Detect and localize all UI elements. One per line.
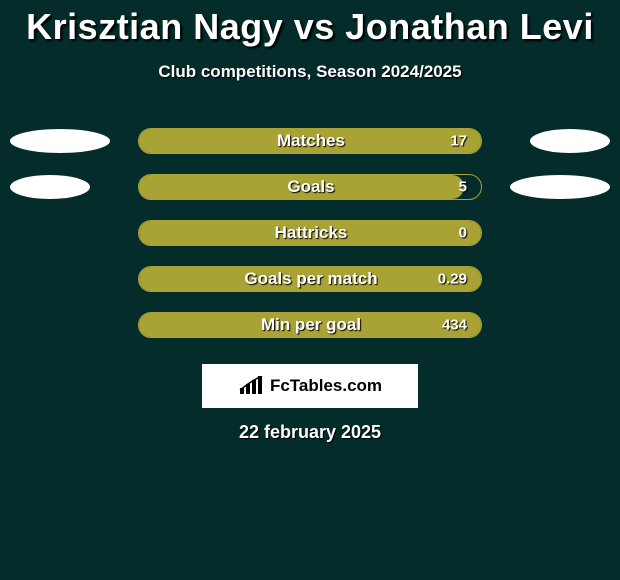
stat-row: Hattricks0 <box>0 210 620 256</box>
stat-label: Goals per match <box>139 269 483 289</box>
stat-row: Min per goal434 <box>0 302 620 348</box>
stat-row: Goals5 <box>0 164 620 210</box>
comparison-chart: Matches17 Goals5 Hattricks0 Goals per match… <box>0 118 620 348</box>
logo-text: FcTables.com <box>270 376 382 396</box>
page-title: Krisztian Nagy vs Jonathan Levi <box>0 0 620 48</box>
stat-bar: Goals5 <box>138 174 482 200</box>
stat-value: 17 <box>450 133 467 150</box>
stat-value: 5 <box>459 179 467 196</box>
left-ellipse <box>10 175 90 199</box>
bar-chart-icon <box>238 376 266 396</box>
subtitle: Club competitions, Season 2024/2025 <box>0 62 620 82</box>
page: Krisztian Nagy vs Jonathan Levi Club com… <box>0 0 620 580</box>
stat-row: Matches17 <box>0 118 620 164</box>
stat-row: Goals per match0.29 <box>0 256 620 302</box>
stat-label: Hattricks <box>139 223 483 243</box>
left-ellipse <box>10 129 110 153</box>
logo-box: FcTables.com <box>202 364 418 408</box>
date-text: 22 february 2025 <box>0 422 620 443</box>
stat-value: 0.29 <box>438 271 467 288</box>
stat-bar: Goals per match0.29 <box>138 266 482 292</box>
stat-value: 0 <box>459 225 467 242</box>
stat-label: Min per goal <box>139 315 483 335</box>
stat-label: Goals <box>139 177 483 197</box>
right-ellipse <box>510 175 610 199</box>
right-ellipse <box>530 129 610 153</box>
logo: FcTables.com <box>238 376 382 396</box>
stat-bar: Matches17 <box>138 128 482 154</box>
stat-label: Matches <box>139 131 483 151</box>
stat-value: 434 <box>442 317 467 334</box>
stat-bar: Min per goal434 <box>138 312 482 338</box>
stat-bar: Hattricks0 <box>138 220 482 246</box>
